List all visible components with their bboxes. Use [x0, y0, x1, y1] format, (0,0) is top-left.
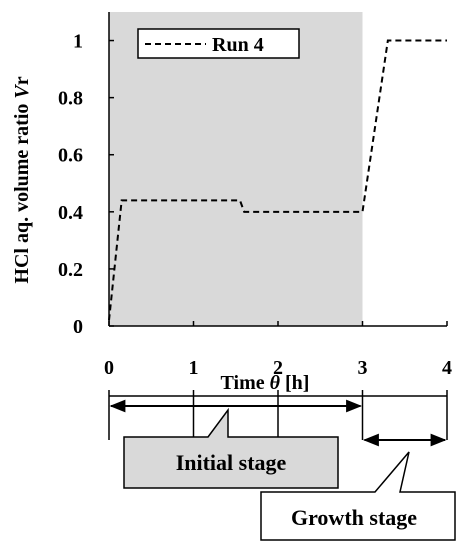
x-tick-label-1: 1 [189, 357, 199, 379]
y-tick-label-0: 0 [73, 316, 83, 338]
stage-annotations: Initial stage Growth stage [109, 399, 456, 541]
legend: Run 4 [137, 28, 300, 59]
legend-box [137, 28, 300, 59]
y-tick-label-4: 0.8 [58, 88, 83, 110]
x-axis-label: Time θ [h] [221, 372, 310, 394]
x-axis: 0 1 2 3 4 [104, 357, 452, 440]
x-tick-label-4: 4 [442, 357, 452, 379]
growth-stage-label: Growth stage [291, 505, 417, 530]
y-tick-label-3: 0.6 [58, 145, 83, 167]
series-line-run-4 [108, 39, 447, 321]
x-axis-label-text: Time [221, 372, 270, 394]
y-axis-label-variable: V [11, 84, 33, 99]
x-axis-label-unit: [h] [280, 372, 309, 394]
y-axis-label-subscript: r [11, 76, 33, 85]
initial-stage-label: Initial stage [176, 450, 287, 475]
svg-text:Time θ [h]: Time θ [h] [221, 372, 310, 394]
x-tick-label-3: 3 [358, 357, 368, 379]
initial-stage-shading [109, 12, 363, 326]
plot-area: 0 0.2 0.4 0.6 0.8 1 [58, 12, 448, 338]
y-tick-label-2: 0.4 [58, 202, 83, 224]
y-axis-label-text: HCl aq. volume ratio [11, 99, 33, 284]
y-axis-label: HCl aq. volume ratio Vr [11, 76, 33, 283]
x-tick-label-0: 0 [104, 357, 114, 379]
x-axis-label-variable: θ [270, 372, 281, 394]
growth-stage-callout [260, 451, 456, 541]
y-tick-label-1: 0.2 [58, 259, 83, 281]
y-tick-label-5: 1 [73, 31, 83, 53]
initial-stage-callout [123, 407, 339, 489]
x-tick-label-2: 2 [273, 357, 283, 379]
legend-label-run-4: Run 4 [212, 34, 264, 56]
svg-text:HCl aq. volume ratio Vr: HCl aq. volume ratio Vr [11, 76, 33, 283]
